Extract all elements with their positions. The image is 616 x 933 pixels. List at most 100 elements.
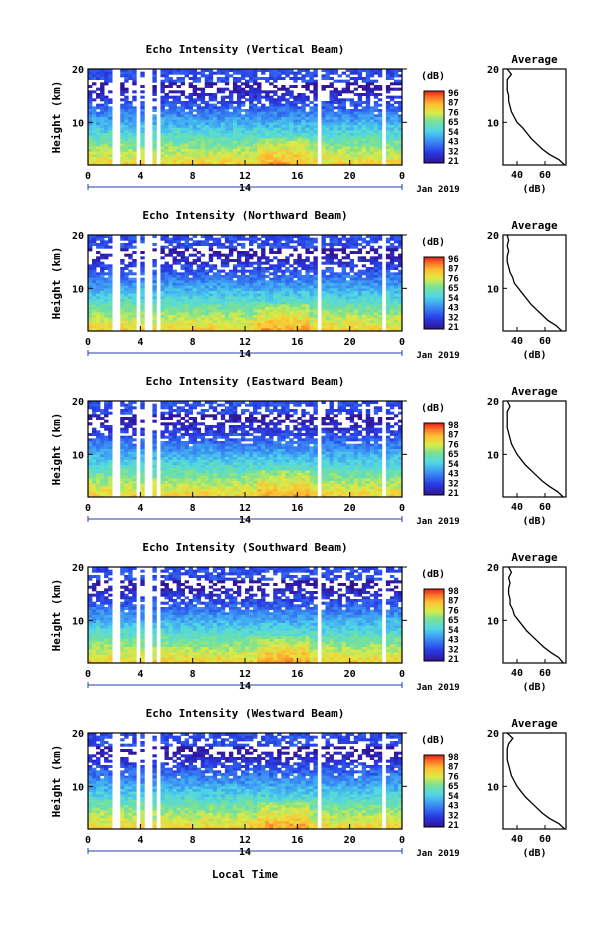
heatmap-cell	[96, 106, 100, 109]
heatmap-cell	[253, 272, 257, 275]
heatmap-cell	[181, 264, 185, 267]
heatmap-cell	[108, 77, 112, 80]
heatmap-cell	[321, 104, 325, 107]
heatmap-cell	[205, 144, 209, 147]
heatmap-cell	[362, 112, 366, 115]
heatmap-cell	[164, 138, 168, 141]
heatmap-cell	[273, 122, 277, 125]
heatmap-cell	[330, 296, 334, 299]
heatmap-cell	[209, 259, 213, 262]
heatmap-cell	[350, 288, 354, 291]
heatmap-cell	[197, 125, 201, 128]
heatmap-cell	[370, 318, 374, 321]
heatmap-cell	[245, 296, 249, 299]
heatmap-cell	[326, 291, 330, 294]
heatmap-cell	[346, 283, 350, 286]
heatmap-cell	[338, 315, 342, 318]
heatmap-cell	[128, 326, 132, 329]
heatmap-cell	[342, 275, 346, 278]
heatmap-cell	[124, 326, 128, 329]
heatmap-cell	[354, 414, 358, 417]
heatmap-cell	[362, 278, 366, 281]
heatmap-cell	[193, 299, 197, 302]
heatmap-cell	[88, 291, 92, 294]
heatmap-cell	[293, 248, 297, 251]
heatmap-cell	[394, 144, 398, 147]
heatmap-cell	[249, 98, 253, 101]
heatmap-cell	[374, 304, 378, 307]
heatmap-cell	[370, 144, 374, 147]
heatmap-cell	[261, 283, 265, 286]
heatmap-cell	[233, 412, 237, 415]
heatmap-cell	[273, 288, 277, 291]
heatmap-cell	[277, 88, 281, 91]
heatmap-cell	[245, 425, 249, 428]
heatmap-cell	[205, 138, 209, 141]
heatmap-cell	[342, 323, 346, 326]
heatmap-cell	[108, 264, 112, 267]
heatmap-cell	[350, 315, 354, 318]
heatmap-cell	[378, 93, 382, 96]
heatmap-cell	[378, 256, 382, 259]
heatmap-cell	[205, 157, 209, 160]
heatmap-cell	[164, 307, 168, 310]
heatmap-cell	[386, 141, 390, 144]
heatmap-cell	[169, 422, 173, 425]
heatmap-cell	[265, 425, 269, 428]
heatmap-cell	[160, 299, 164, 302]
heatmap-cell	[229, 130, 233, 133]
heatmap-cell	[273, 238, 277, 241]
heatmap-cell	[213, 264, 217, 267]
heatmap-cell	[394, 114, 398, 117]
heatmap-cell	[285, 144, 289, 147]
heatmap-cell	[140, 72, 144, 75]
heatmap-cell	[92, 428, 96, 431]
heatmap-cell	[205, 154, 209, 157]
heatmap-cell	[164, 264, 168, 267]
heatmap-cell	[309, 299, 313, 302]
heatmap-cell	[108, 149, 112, 152]
heatmap-cell	[289, 326, 293, 329]
heatmap-cell	[338, 262, 342, 265]
heatmap-cell	[124, 318, 128, 321]
heatmap-cell	[96, 125, 100, 128]
heatmap-cell	[100, 114, 104, 117]
heatmap-cell	[225, 254, 229, 257]
heatmap-cell	[88, 248, 92, 251]
heatmap-cell	[293, 141, 297, 144]
heatmap-cell	[269, 243, 273, 246]
heatmap-cell	[108, 428, 112, 431]
heatmap-cell	[253, 291, 257, 294]
heatmap-cell	[160, 146, 164, 149]
heatmap-cell	[160, 104, 164, 107]
heatmap-cell	[169, 72, 173, 75]
heatmap-cell	[160, 286, 164, 289]
heatmap-cell	[362, 256, 366, 259]
heatmap-cell	[354, 117, 358, 120]
heatmap-cell	[269, 280, 273, 283]
heatmap-cell	[88, 240, 92, 243]
heatmap-cell	[245, 146, 249, 149]
heatmap-cell	[289, 270, 293, 273]
heatmap-cell	[249, 404, 253, 407]
heatmap-cell	[108, 406, 112, 409]
heatmap-cell	[374, 406, 378, 409]
heatmap-cell	[233, 114, 237, 117]
heatmap-cell	[342, 98, 346, 101]
heatmap-cell	[173, 96, 177, 99]
heatmap-cell	[92, 72, 96, 75]
heatmap-cell	[342, 270, 346, 273]
heatmap-cell	[305, 125, 309, 128]
heatmap-cell	[160, 122, 164, 125]
heatmap-cell	[297, 157, 301, 160]
heatmap-cell	[193, 130, 197, 133]
heatmap-cell	[265, 414, 269, 417]
heatmap-cell	[169, 278, 173, 281]
heatmap-cell	[108, 90, 112, 93]
heatmap-cell	[177, 114, 181, 117]
heatmap-cell	[120, 262, 124, 265]
heatmap-cell	[209, 307, 213, 310]
heatmap-cell	[277, 114, 281, 117]
heatmap-cell	[96, 128, 100, 131]
heatmap-cell	[253, 74, 257, 77]
